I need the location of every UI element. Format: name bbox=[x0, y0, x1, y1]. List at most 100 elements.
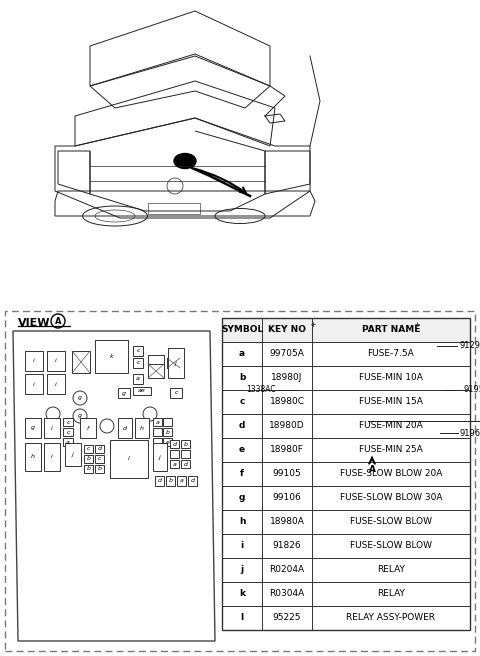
Polygon shape bbox=[409, 330, 420, 362]
FancyBboxPatch shape bbox=[222, 534, 470, 558]
Text: c: c bbox=[66, 419, 70, 424]
FancyBboxPatch shape bbox=[170, 460, 179, 468]
Text: R0304A: R0304A bbox=[269, 590, 305, 598]
Text: f: f bbox=[87, 426, 89, 430]
FancyBboxPatch shape bbox=[166, 476, 175, 486]
Text: c: c bbox=[136, 348, 140, 354]
Text: 91298C: 91298C bbox=[459, 342, 480, 350]
Circle shape bbox=[295, 388, 300, 392]
Polygon shape bbox=[320, 373, 329, 407]
Text: c: c bbox=[98, 457, 101, 462]
Circle shape bbox=[46, 407, 60, 421]
FancyBboxPatch shape bbox=[110, 440, 148, 478]
Polygon shape bbox=[334, 373, 343, 407]
FancyBboxPatch shape bbox=[153, 443, 167, 471]
FancyBboxPatch shape bbox=[222, 390, 470, 414]
Text: c: c bbox=[136, 361, 140, 365]
FancyBboxPatch shape bbox=[181, 450, 190, 458]
Text: b: b bbox=[86, 466, 91, 472]
Text: b: b bbox=[166, 430, 169, 434]
Text: j: j bbox=[240, 565, 243, 575]
Text: d: d bbox=[191, 478, 194, 483]
Text: g: g bbox=[239, 493, 245, 502]
Text: 18980J: 18980J bbox=[271, 373, 303, 382]
FancyBboxPatch shape bbox=[170, 440, 179, 448]
Text: KEY NO: KEY NO bbox=[268, 325, 306, 335]
FancyBboxPatch shape bbox=[133, 346, 143, 356]
FancyBboxPatch shape bbox=[170, 388, 182, 398]
FancyBboxPatch shape bbox=[163, 428, 172, 436]
Polygon shape bbox=[365, 427, 375, 447]
Text: RELAY: RELAY bbox=[377, 565, 405, 575]
Text: b: b bbox=[86, 457, 91, 462]
FancyBboxPatch shape bbox=[80, 418, 96, 438]
FancyBboxPatch shape bbox=[95, 340, 128, 373]
FancyBboxPatch shape bbox=[44, 443, 60, 471]
Text: c: c bbox=[66, 430, 70, 434]
Polygon shape bbox=[406, 359, 421, 369]
FancyBboxPatch shape bbox=[25, 443, 41, 471]
Text: b: b bbox=[239, 373, 245, 382]
Text: l: l bbox=[240, 613, 243, 623]
FancyBboxPatch shape bbox=[222, 342, 470, 366]
FancyBboxPatch shape bbox=[153, 418, 162, 426]
Text: 18980C: 18980C bbox=[269, 398, 304, 407]
Text: b: b bbox=[183, 441, 188, 447]
FancyBboxPatch shape bbox=[133, 358, 143, 368]
Polygon shape bbox=[315, 419, 438, 451]
Polygon shape bbox=[418, 373, 427, 407]
Text: a: a bbox=[156, 419, 159, 424]
Text: 1338AC: 1338AC bbox=[246, 386, 276, 394]
Circle shape bbox=[73, 409, 87, 423]
Text: FUSE-7.5A: FUSE-7.5A bbox=[368, 350, 414, 358]
FancyBboxPatch shape bbox=[222, 582, 470, 606]
Polygon shape bbox=[390, 373, 399, 407]
Text: e: e bbox=[239, 445, 245, 455]
FancyBboxPatch shape bbox=[133, 387, 151, 395]
Text: FUSE-SLOW BLOW: FUSE-SLOW BLOW bbox=[350, 541, 432, 550]
Text: e: e bbox=[166, 440, 169, 445]
FancyBboxPatch shape bbox=[222, 414, 470, 438]
Text: 95225: 95225 bbox=[273, 613, 301, 623]
Text: 18980A: 18980A bbox=[270, 518, 304, 527]
FancyBboxPatch shape bbox=[118, 418, 132, 438]
FancyBboxPatch shape bbox=[65, 443, 81, 466]
FancyBboxPatch shape bbox=[95, 455, 104, 463]
Text: FUSE-SLOW BLOW 30A: FUSE-SLOW BLOW 30A bbox=[340, 493, 442, 502]
Text: d: d bbox=[172, 441, 177, 447]
Text: a: a bbox=[66, 440, 70, 445]
FancyBboxPatch shape bbox=[222, 558, 470, 582]
Text: 91826: 91826 bbox=[273, 541, 301, 550]
Text: SYMBOL: SYMBOL bbox=[221, 325, 263, 335]
FancyBboxPatch shape bbox=[177, 476, 186, 486]
Text: d: d bbox=[183, 462, 188, 466]
Polygon shape bbox=[420, 358, 435, 369]
FancyBboxPatch shape bbox=[25, 351, 43, 371]
FancyBboxPatch shape bbox=[222, 510, 470, 534]
Text: g: g bbox=[122, 390, 126, 396]
Text: h: h bbox=[31, 455, 35, 459]
FancyBboxPatch shape bbox=[153, 438, 162, 446]
Text: c: c bbox=[87, 447, 90, 451]
Text: ae: ae bbox=[138, 388, 146, 394]
FancyBboxPatch shape bbox=[181, 440, 190, 448]
Circle shape bbox=[100, 419, 114, 433]
Text: 18980F: 18980F bbox=[270, 445, 304, 455]
Text: j: j bbox=[159, 455, 161, 459]
Text: a: a bbox=[239, 350, 245, 358]
Polygon shape bbox=[430, 364, 440, 411]
Text: k: k bbox=[110, 354, 113, 359]
Text: b: b bbox=[168, 478, 172, 483]
FancyBboxPatch shape bbox=[47, 374, 65, 394]
FancyBboxPatch shape bbox=[118, 388, 130, 398]
FancyBboxPatch shape bbox=[72, 351, 90, 373]
FancyBboxPatch shape bbox=[25, 418, 41, 438]
Polygon shape bbox=[350, 359, 365, 369]
FancyBboxPatch shape bbox=[181, 460, 190, 468]
Text: b: b bbox=[97, 466, 101, 472]
FancyBboxPatch shape bbox=[95, 445, 104, 453]
FancyBboxPatch shape bbox=[222, 366, 470, 390]
FancyBboxPatch shape bbox=[148, 364, 164, 378]
Text: d: d bbox=[239, 422, 245, 430]
FancyBboxPatch shape bbox=[222, 462, 470, 486]
